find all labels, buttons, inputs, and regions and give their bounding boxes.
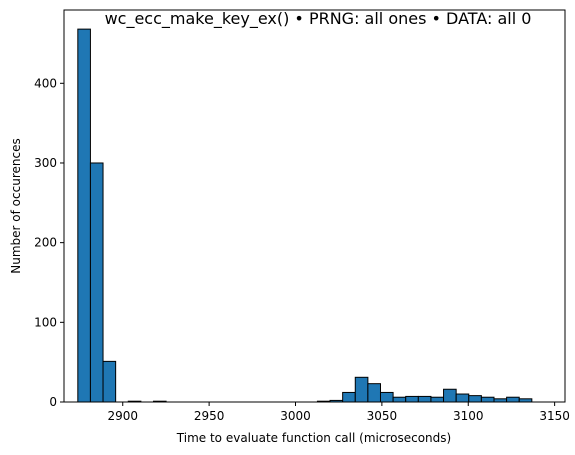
histogram-bar — [405, 395, 419, 403]
histogram-bar — [417, 395, 432, 403]
y-tick-label: 100 — [34, 315, 57, 329]
y-tick-label: 400 — [34, 76, 57, 90]
histogram-bar — [342, 391, 356, 403]
y-tick-label: 200 — [34, 236, 57, 250]
histogram-bar — [430, 396, 445, 403]
histogram-bar — [455, 393, 470, 403]
x-tick-label: 3150 — [539, 409, 570, 423]
x-tick-label: 2900 — [107, 409, 138, 423]
histogram-bar — [468, 395, 482, 403]
histogram-bar — [367, 383, 381, 403]
x-tick-label: 3050 — [367, 409, 398, 423]
y-tick-label: 0 — [49, 395, 57, 409]
x-axis: 2900 2950 3000 3050 3100 3150 — [107, 402, 570, 423]
histogram-bar — [392, 396, 407, 403]
x-axis-label: Time to evaluate function call (microsec… — [176, 431, 451, 445]
histogram-bar — [379, 391, 394, 403]
x-tick-label: 3000 — [280, 409, 311, 423]
y-axis-label: Number of occurences — [9, 138, 23, 273]
plot-area-frame — [63, 9, 566, 403]
histogram-bar — [443, 388, 457, 403]
chart-title: wc_ecc_make_key_ex() • PRNG: all ones • … — [105, 9, 532, 29]
histogram-bar — [506, 396, 520, 403]
histogram-bar — [354, 376, 369, 403]
histogram-bar — [77, 28, 91, 403]
x-tick-label: 3100 — [453, 409, 484, 423]
histogram-bar — [480, 396, 495, 403]
y-axis: 0 100 200 300 400 — [34, 76, 64, 409]
x-tick-label: 2950 — [194, 409, 225, 423]
y-tick-label: 300 — [34, 156, 57, 170]
histogram-bar — [102, 360, 117, 403]
histogram-bars — [77, 28, 533, 403]
histogram-bar — [89, 162, 104, 403]
